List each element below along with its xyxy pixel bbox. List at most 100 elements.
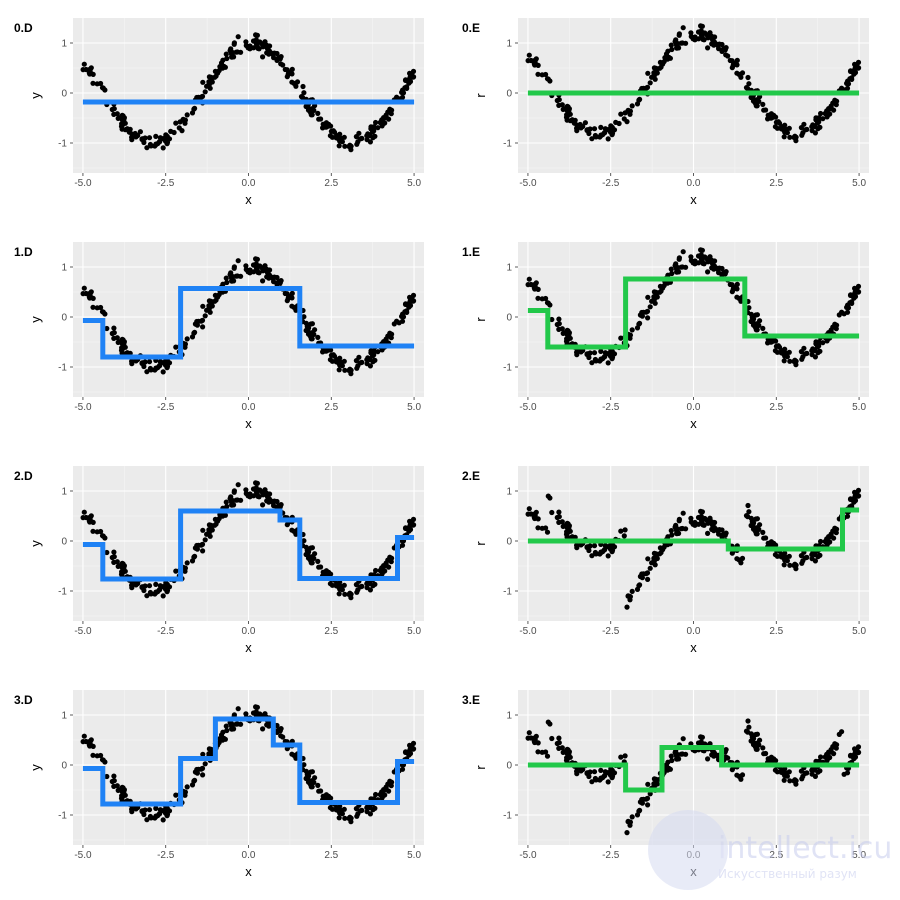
scatter-point [163,580,169,586]
scatter-point [549,316,555,323]
scatter-point [264,490,270,496]
scatter-point [845,78,851,84]
scatter-point [280,62,286,68]
scatter-point [643,796,649,802]
scatter-point [162,362,169,368]
scatter-point [598,348,604,354]
scatter-point [119,112,125,118]
scatter-point [406,752,412,758]
panel-title: 3.D [14,693,33,707]
scatter-point [231,502,237,508]
y-tick-label: -1 [503,587,512,598]
scatter-point [235,34,241,40]
scatter-point [844,85,851,91]
scatter-point [746,509,752,515]
scatter-point [400,311,406,317]
scatter-point [669,270,675,277]
scatter-point [638,799,644,805]
scatter-point [387,778,393,784]
scatter-point [308,545,314,551]
scatter-point [813,341,819,347]
scatter-point [341,806,347,812]
scatter-point [844,770,851,776]
scatter-point [734,281,740,287]
scatter-point [822,538,828,545]
scatter-point [798,349,805,355]
scatter-point [173,568,179,574]
scatter-point [90,80,96,86]
scatter-point [844,513,851,519]
scatter-point [301,538,307,544]
scatter-point [404,85,410,91]
panel-2-D: 2.D -5.0 -2.5 0.0 2.5 5.0 -1 0 1 x y [14,466,424,655]
scatter-point [179,128,185,134]
scatter-point [86,515,92,521]
scatter-point [645,802,651,808]
scatter-point [574,349,580,355]
y-tick-label: 1 [61,263,67,274]
scatter-point [191,330,197,336]
y-tick-label: 0 [506,89,512,100]
scatter-point [625,818,631,825]
scatter-point [525,282,531,288]
scatter-point [255,45,261,52]
scatter-point [202,537,208,543]
scatter-point [207,85,213,91]
scatter-point [191,106,197,112]
scatter-point [680,249,686,255]
scatter-point [828,105,834,111]
scatter-point [336,143,342,149]
scatter-points [80,256,417,377]
watermark: intellect.icu Искусственный разум [648,810,892,890]
x-axis-title: x [245,864,252,879]
scatter-point [160,369,166,375]
y-tick-label: 0 [61,537,67,548]
scatter-point [298,94,305,100]
scatter-point [716,270,722,276]
scatter-point [135,132,141,139]
scatter-points [80,32,417,153]
scatter-point [699,247,706,253]
scatter-point [753,516,759,522]
scatter-point [372,805,378,811]
scatter-point [304,548,310,554]
scatter-point [294,79,301,85]
scatter-point [812,558,819,564]
x-tick-label: -5.0 [519,850,537,861]
scatter-point [636,808,642,814]
scatter-point [208,74,214,80]
scatter-point [673,261,679,267]
scatter-point [410,298,416,304]
scatter-point [676,255,683,261]
scatter-point [274,274,280,281]
scatter-point [849,76,855,82]
scatter-point [799,356,805,362]
scatter-point [545,76,551,82]
scatter-point [328,795,334,801]
scatter-point [676,31,683,37]
panel-3-D: 3.D -5.0 -2.5 0.0 2.5 5.0 -1 0 1 x y [14,690,424,879]
scatter-point [254,256,260,262]
scatter-point [200,324,206,330]
scatter-point [836,731,842,738]
scatter-point [354,589,360,595]
scatter-point [749,519,755,525]
scatter-point [276,503,282,509]
scatter-point [228,494,234,500]
x-tick-label: -2.5 [157,178,175,189]
scatter-point [81,509,87,515]
x-tick-label: 2.5 [324,626,338,637]
scatter-point [818,754,824,760]
scatter-point [342,815,348,821]
scatter-point [160,817,166,823]
scatter-point [383,562,389,568]
scatter-point [129,134,135,140]
scatter-point [787,358,793,364]
scatter-point [310,555,316,562]
scatter-point [564,520,570,526]
scatter-point [611,770,618,776]
scatter-point [353,806,359,812]
scatter-point [647,80,653,86]
x-tick-label: 5.0 [852,178,866,189]
